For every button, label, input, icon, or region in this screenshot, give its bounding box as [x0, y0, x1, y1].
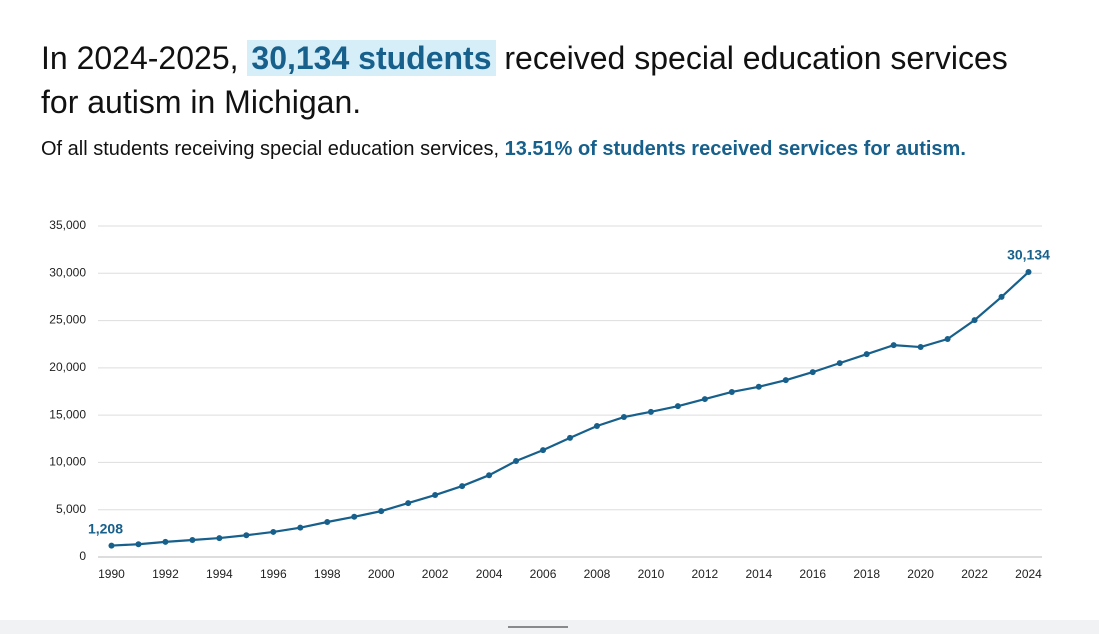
data-point: [836, 360, 843, 367]
x-tick-label: 2020: [907, 567, 934, 581]
subtitle-emphasis: 13.51% of students received services for…: [504, 138, 966, 160]
data-point: [378, 508, 385, 515]
data-point: [162, 538, 169, 545]
data-point: [351, 513, 358, 520]
x-tick-label: 1992: [152, 567, 179, 581]
footer-bar: [0, 620, 1099, 634]
data-point: [270, 528, 277, 535]
x-tick-label: 1994: [206, 567, 233, 581]
x-tick-label: 2004: [476, 567, 503, 581]
x-tick-label: 2024: [1015, 567, 1042, 581]
data-point: [620, 414, 627, 421]
data-point: [405, 500, 412, 507]
data-point: [297, 524, 304, 531]
x-tick-label: 2016: [799, 567, 826, 581]
data-line: [111, 271, 1030, 547]
data-point: [486, 472, 493, 479]
y-tick-label: 35,000: [49, 218, 86, 232]
x-tick-label: 2008: [584, 567, 611, 581]
data-point: [674, 403, 681, 410]
subtitle-text: Of all students receiving special educat…: [41, 138, 505, 160]
data-point: [755, 383, 762, 390]
x-tick-label: 2010: [638, 567, 665, 581]
data-point: [243, 532, 250, 539]
x-tick-label: 2018: [853, 567, 880, 581]
headline-highlight: 30,134 students: [247, 40, 496, 76]
data-point: [324, 519, 331, 526]
data-point: [701, 396, 708, 403]
data-point: [782, 377, 789, 384]
data-point: [432, 492, 439, 499]
data-point: [540, 447, 547, 454]
data-label: 30,134: [1007, 247, 1050, 263]
data-point: [189, 536, 196, 543]
chart: 0 5,000 10,000 15,000 20,000 25,000 30,000 35,0…: [49, 218, 1050, 581]
data-point: [728, 388, 735, 395]
x-tick-label: 2000: [368, 567, 395, 581]
x-tick-label: 2022: [961, 567, 988, 581]
data-point: [917, 344, 924, 351]
data-point: [944, 336, 951, 343]
x-tick-label: 1998: [314, 567, 341, 581]
y-tick-label: 5,000: [56, 502, 86, 516]
y-tick-label: 0: [79, 549, 86, 563]
y-tick-label: 30,000: [49, 265, 86, 279]
data-point: [1025, 269, 1032, 276]
data-point: [135, 541, 142, 548]
data-point: [809, 369, 816, 376]
data-point: [890, 342, 897, 349]
x-tick-label: 1990: [98, 567, 125, 581]
y-tick-label: 20,000: [49, 360, 86, 374]
y-tick-label: 15,000: [49, 407, 86, 421]
subtitle: Of all students receiving special educat…: [41, 138, 1051, 161]
headline: In 2024-2025, 30,134 students received s…: [41, 36, 1051, 124]
data-point: [567, 434, 573, 441]
data-point: [593, 423, 600, 430]
data-point: [998, 293, 1005, 300]
data-point: [863, 351, 870, 358]
x-tick-label: 2006: [530, 567, 557, 581]
data-point: [459, 483, 466, 490]
x-tick-label: 1996: [260, 567, 287, 581]
x-tick-label: 2012: [692, 567, 719, 581]
y-tick-label: 25,000: [49, 313, 86, 327]
data-point: [216, 535, 223, 542]
data-point: [513, 458, 520, 465]
data-point: [971, 317, 978, 324]
headline-text: In 2024-2025,: [41, 40, 248, 76]
scroll-handle: [508, 626, 568, 628]
data-label: 1,208: [88, 520, 123, 536]
data-point: [647, 408, 654, 415]
data-point: [108, 542, 115, 549]
header: In 2024-2025, 30,134 students received s…: [41, 36, 1051, 161]
x-tick-label: 2014: [745, 567, 772, 581]
y-tick-label: 10,000: [49, 455, 86, 469]
headline-text: received special education services for …: [41, 40, 1008, 120]
x-tick-label: 2002: [422, 567, 449, 581]
